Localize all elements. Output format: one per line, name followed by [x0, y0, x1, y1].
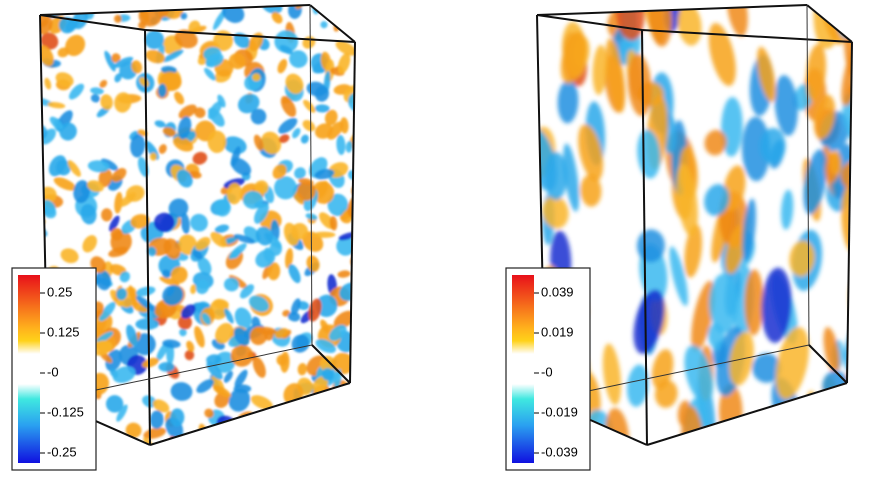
blob [322, 393, 342, 417]
blob [150, 152, 157, 160]
blob [840, 320, 872, 376]
blob [192, 325, 207, 349]
blob [305, 399, 332, 425]
blob [185, 339, 196, 353]
colorbar: 0.039 0.019 -0 -0.019 -0.039 [506, 268, 590, 470]
blob [772, 74, 800, 137]
blob [723, 0, 751, 38]
colorbar-label: 0.019 [541, 324, 574, 339]
blob [304, 420, 323, 436]
blob [600, 343, 624, 406]
blob [172, 90, 186, 106]
blob [329, 0, 346, 15]
colorbar: 0.25 0.125 -0 -0.125 -0.25 [12, 268, 96, 470]
blob [318, 397, 335, 421]
blob [804, 390, 820, 454]
blob [300, 118, 317, 134]
blob [313, 232, 336, 238]
blob [287, 425, 309, 446]
blob [792, 429, 820, 460]
blob [315, 104, 330, 112]
blob [324, 422, 342, 443]
blob [98, 78, 109, 89]
blob [338, 388, 358, 406]
blob [296, 422, 317, 449]
blob [154, 119, 166, 128]
blob [43, 77, 52, 90]
colorbar-label: -0.039 [541, 444, 578, 459]
blob [207, 130, 226, 153]
blob [276, 58, 289, 75]
blob [90, 93, 102, 104]
colorbar-label: -0 [541, 364, 553, 379]
blob [191, 436, 197, 448]
blob [338, 426, 354, 440]
blob [333, 420, 360, 446]
blob [832, 410, 862, 466]
blob [780, 189, 795, 230]
blob [314, 395, 326, 409]
blob [334, 391, 349, 406]
blob [300, 34, 318, 52]
blob [298, 410, 314, 424]
blob [313, 411, 344, 442]
blob [337, 393, 354, 407]
blob [99, 93, 114, 111]
colorbar-label: -0.125 [47, 404, 84, 419]
blob [260, 429, 279, 444]
box-edge [310, 5, 355, 42]
blob [59, 246, 81, 265]
blob [90, 87, 104, 96]
blob [197, 423, 209, 442]
blob [557, 79, 579, 123]
blob [317, 400, 329, 408]
blob [287, 1, 302, 20]
blob [771, 420, 797, 452]
blob [157, 143, 168, 155]
blob [343, 6, 374, 37]
blob [325, 0, 345, 12]
blob [265, 435, 284, 455]
blob [235, 423, 262, 447]
blob [336, 135, 346, 156]
blob [187, 210, 212, 235]
blob [837, 35, 871, 108]
blob [79, 233, 100, 256]
blob [150, 410, 164, 429]
colorbar-gradient [18, 275, 40, 463]
blob [335, 0, 355, 24]
colorbar-gradient [512, 275, 534, 463]
blob [346, 3, 368, 23]
blob [297, 363, 307, 376]
blob [101, 208, 112, 221]
blob [169, 381, 193, 403]
blob [135, 318, 159, 330]
blob [246, 416, 269, 438]
colorbar-label: -0.25 [47, 444, 77, 459]
blob [647, 0, 674, 47]
colorbar-label: -0 [47, 364, 59, 379]
blob [821, 415, 849, 443]
blob [321, 418, 330, 430]
blob [299, 133, 310, 145]
figure: 0.25 0.125 -0 -0.125 -0.25 0.039 0.019 -0 -0.019… [0, 0, 874, 478]
blob [32, 224, 49, 240]
blob [301, 98, 317, 115]
blob [320, 20, 329, 29]
blob [258, 0, 284, 17]
blob [218, 0, 248, 27]
colorbar-label: 0.039 [541, 284, 574, 299]
blob [337, 270, 351, 279]
blob [847, 280, 867, 331]
colorbar-label: 0.25 [47, 284, 72, 299]
blob [136, 156, 151, 178]
blob [330, 414, 356, 438]
blob [285, 425, 302, 447]
blob [326, 435, 350, 453]
colorbar-label: -0.019 [541, 404, 578, 419]
colorbar-label: 0.125 [47, 324, 80, 339]
